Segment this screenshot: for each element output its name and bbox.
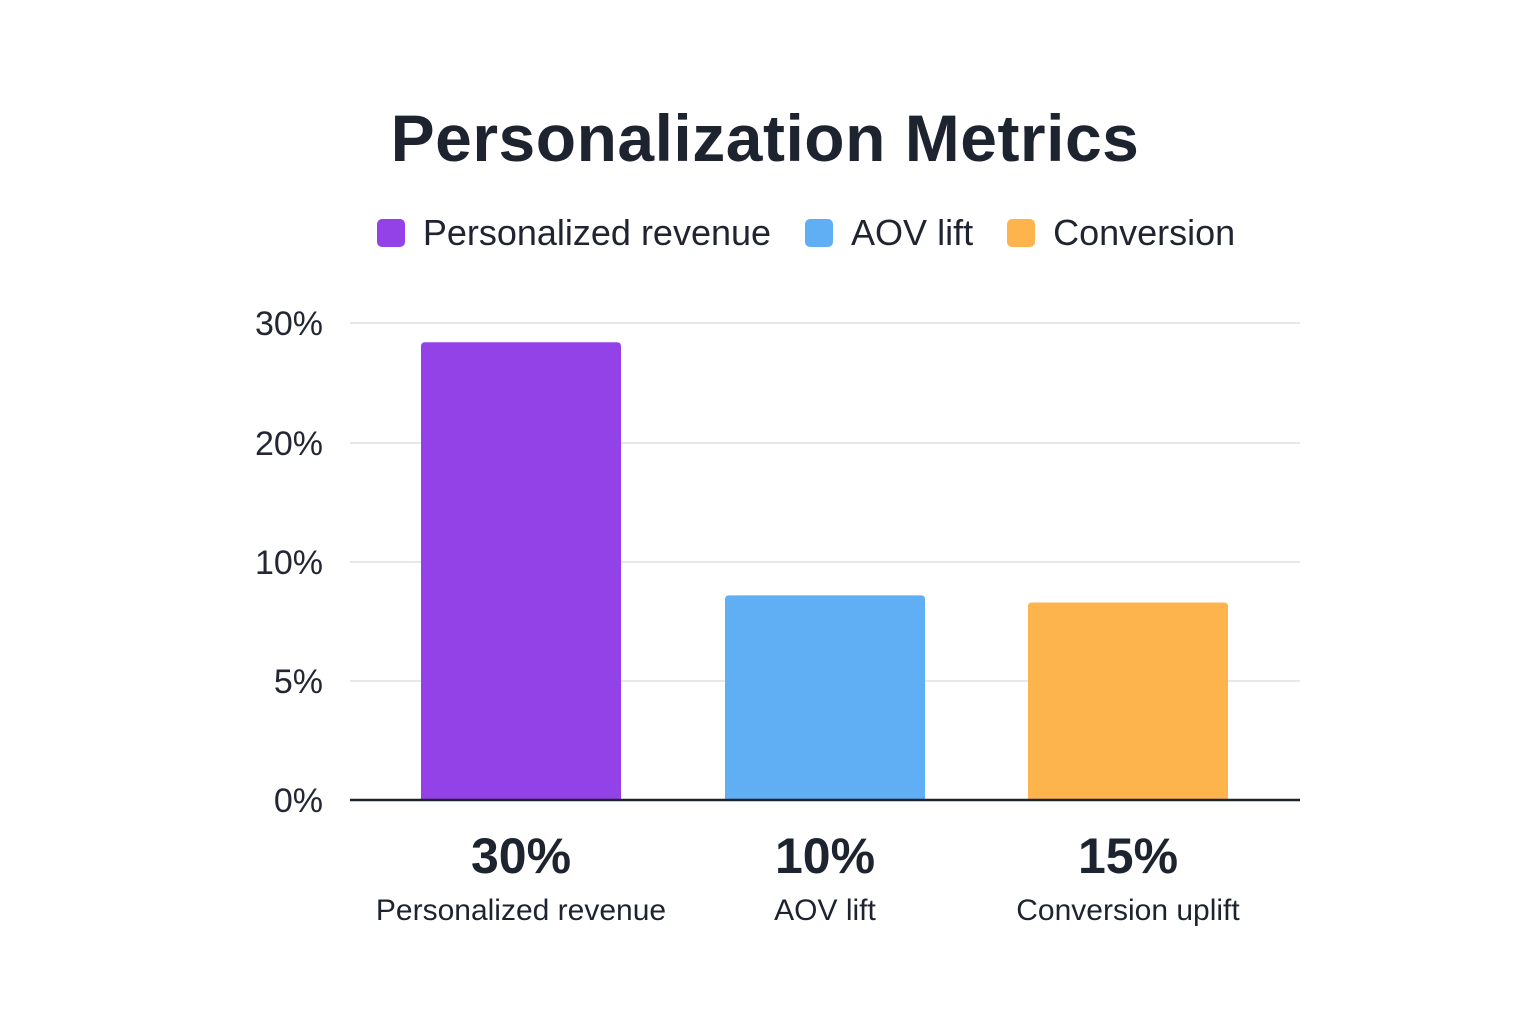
legend-item-personalized-revenue: Personalized revenue: [376, 212, 772, 254]
chart-legend: Personalized revenue AOV lift Conversion: [0, 212, 1536, 254]
category-label-aov-lift: AOV lift: [774, 894, 876, 927]
value-label-conversion-uplift: 15%: [1078, 828, 1178, 884]
bar-aov-lift: [725, 595, 925, 800]
y-tick-label-5: 5%: [274, 663, 323, 701]
y-tick-label-30: 30%: [255, 305, 323, 343]
chart-title: Personalization Metrics: [390, 101, 1140, 175]
category-label-personalized-revenue: Personalized revenue: [376, 894, 666, 927]
legend-swatch-conversion: [1007, 219, 1036, 247]
legend-swatch-personalized-revenue: [376, 219, 405, 247]
bar-conversion-uplift: [1028, 602, 1228, 800]
y-axis-ticks: 0% 5% 10% 20% 30%: [255, 305, 323, 820]
legend-label-aov-lift: AOV lift: [851, 212, 974, 253]
y-tick-label-0: 0%: [274, 782, 323, 820]
legend-swatch-aov-lift: [805, 219, 834, 247]
legend-item-aov-lift: AOV lift: [805, 212, 973, 254]
y-tick-label-20: 20%: [255, 425, 323, 463]
value-label-aov-lift: 10%: [775, 828, 875, 884]
category-label-conversion-uplift: Conversion uplift: [1016, 894, 1240, 927]
y-tick-label-10: 10%: [255, 544, 323, 582]
legend-label-conversion: Conversion: [1053, 212, 1236, 253]
bars: [421, 342, 1228, 800]
category-labels: 30% Personalized revenue 10% AOV lift 15% Con…: [376, 828, 1240, 927]
value-label-personalized-revenue: 30%: [471, 828, 571, 884]
legend-item-conversion: Conversion: [1007, 212, 1235, 254]
legend-label-personalized-revenue: Personalized revenue: [422, 212, 772, 253]
bar-personalized-revenue: [421, 342, 621, 800]
